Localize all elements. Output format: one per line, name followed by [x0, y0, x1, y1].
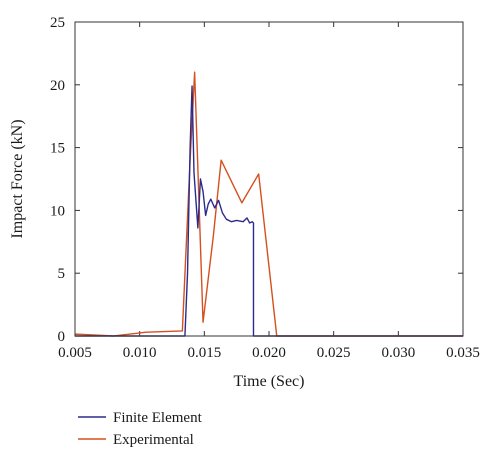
series-line-finite-element — [75, 85, 463, 337]
legend: Finite Element Experimental — [78, 410, 203, 448]
y-tick-label: 25 — [50, 15, 65, 31]
x-tick-label: 0.010 — [123, 345, 157, 361]
x-axis-ticks: 0.005 0.010 0.015 0.020 0.025 0.030 0.035 — [58, 22, 480, 361]
x-tick-label: 0.035 — [446, 345, 480, 361]
x-axis-label: Time (Sec) — [234, 373, 305, 390]
series-line-experimental — [74, 71, 463, 337]
y-tick-label: 15 — [50, 141, 65, 157]
legend-label-experimental: Experimental — [113, 432, 194, 448]
series-layer — [74, 71, 463, 337]
legend-label-finite-element: Finite Element — [113, 410, 203, 426]
y-axis-label: Impact Force (kN) — [9, 119, 26, 238]
y-tick-label: 0 — [58, 329, 66, 345]
y-tick-label: 10 — [50, 203, 65, 219]
plot-frame — [74, 21, 464, 337]
x-tick-label: 0.005 — [58, 345, 92, 361]
x-tick-label: 0.030 — [381, 345, 415, 361]
y-tick-label: 5 — [58, 266, 66, 282]
x-tick-label: 0.025 — [317, 345, 351, 361]
y-tick-label: 20 — [50, 78, 65, 94]
y-axis-ticks: 0 5 10 15 20 25 — [50, 15, 463, 345]
x-tick-label: 0.020 — [252, 345, 286, 361]
x-tick-label: 0.015 — [187, 345, 221, 361]
